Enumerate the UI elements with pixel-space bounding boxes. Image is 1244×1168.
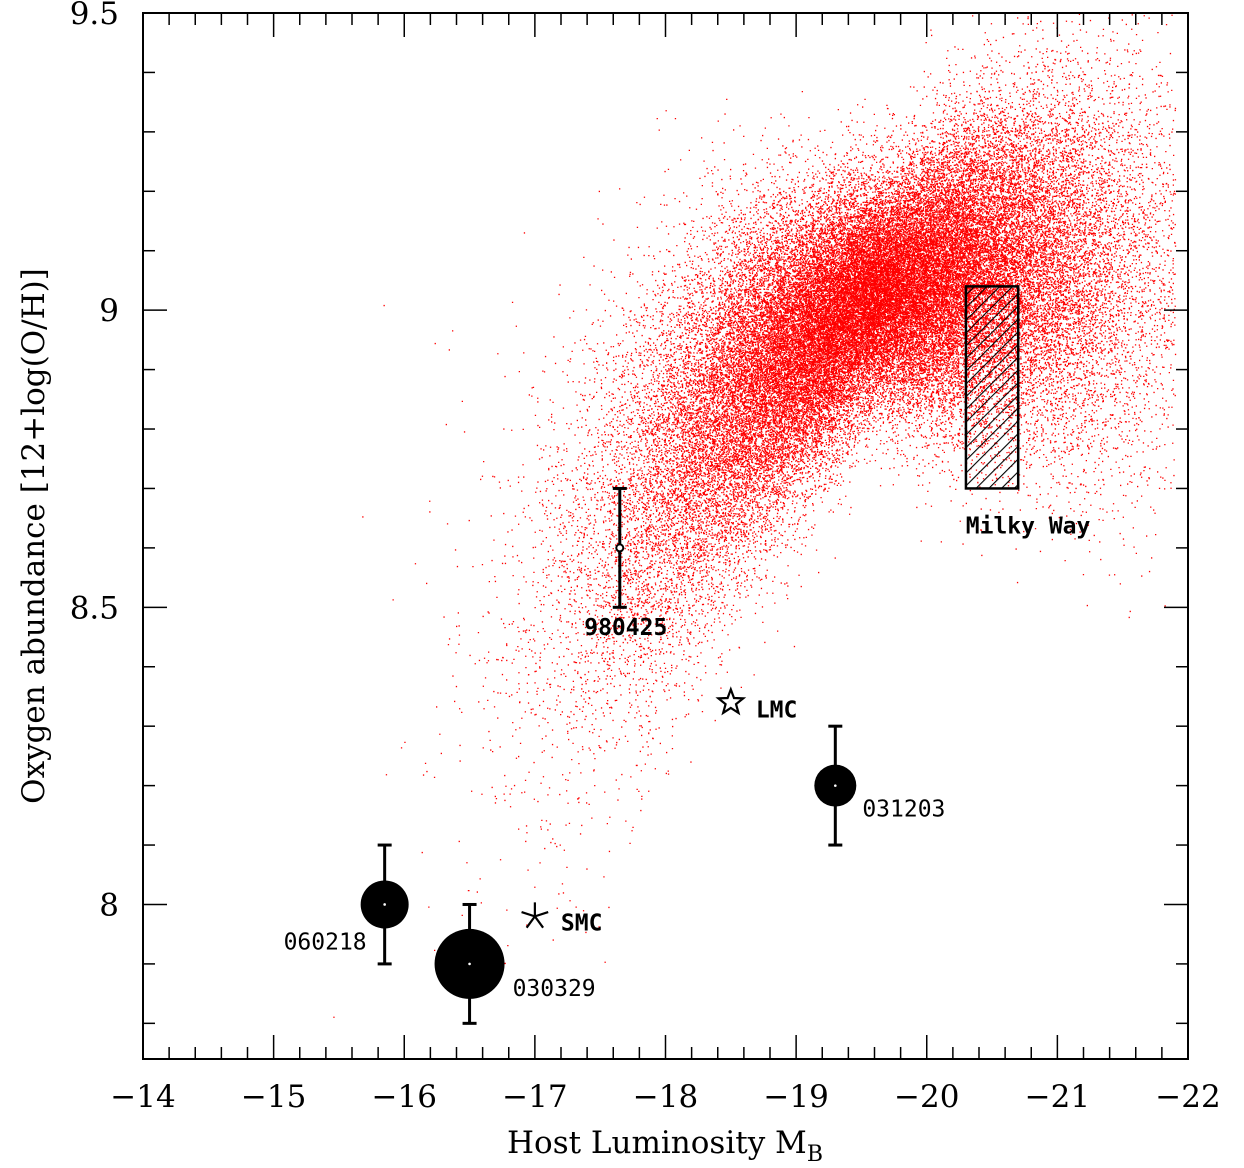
y-tick-label: 9.5 [70, 0, 119, 32]
galaxy-label-SMC: SMC [561, 910, 603, 936]
y-tick-label: 8 [99, 887, 119, 923]
grb-host-center-060218 [383, 903, 386, 906]
axis-ticks: −14 −15 −16 −17 −18 −19 −20 −21 −22 8 8.5 9 9.5 [70, 0, 1221, 1115]
asterisk-arm-SMC [525, 915, 536, 929]
x-tick-label: −22 [1155, 1079, 1220, 1115]
galaxy-population-scatter [333, 13, 1177, 1018]
milky-way-label: Milky Way [966, 513, 1091, 539]
asterisk-arm-SMC [533, 915, 544, 929]
x-tick-label: −18 [633, 1079, 698, 1115]
x-tick-label: −16 [372, 1079, 437, 1115]
grb-label-030329: 030329 [513, 976, 596, 1002]
x-tick-label: −21 [1025, 1079, 1090, 1115]
data-marks: 060218 030329 031203 980425 LMC SMC Milky Way [284, 285, 1091, 1025]
y-tick-label: 8.5 [70, 590, 119, 626]
y-tick-label: 9 [99, 293, 119, 329]
grb-host-center-031203 [834, 784, 837, 787]
grb-host-marker-980425 [615, 543, 625, 553]
grb-host-center-030329 [468, 962, 471, 966]
x-tick-label: −17 [502, 1079, 567, 1115]
x-tick-label: −15 [241, 1079, 306, 1115]
star-marker-LMC [715, 686, 747, 716]
asterisk-arm-SMC [534, 910, 549, 918]
grb-label-031203: 031203 [862, 797, 945, 823]
grb-label-980425: 980425 [584, 615, 667, 641]
x-tick-label: −20 [894, 1079, 959, 1115]
galaxy-label-LMC: LMC [756, 697, 798, 723]
asterisk-arm-SMC [521, 910, 536, 918]
x-axis-title-subscript: B [807, 1142, 823, 1167]
x-axis-title: Host Luminosity MB [507, 1125, 823, 1167]
x-tick-label: −14 [110, 1079, 175, 1115]
y-axis-title: Oxygen abundance [12+log(O/H)] [16, 268, 52, 804]
galaxy-points [333, 13, 1177, 1018]
x-tick-label: −19 [763, 1079, 828, 1115]
grb-label-060218: 060218 [284, 929, 367, 955]
milky-way-box [964, 285, 1020, 490]
